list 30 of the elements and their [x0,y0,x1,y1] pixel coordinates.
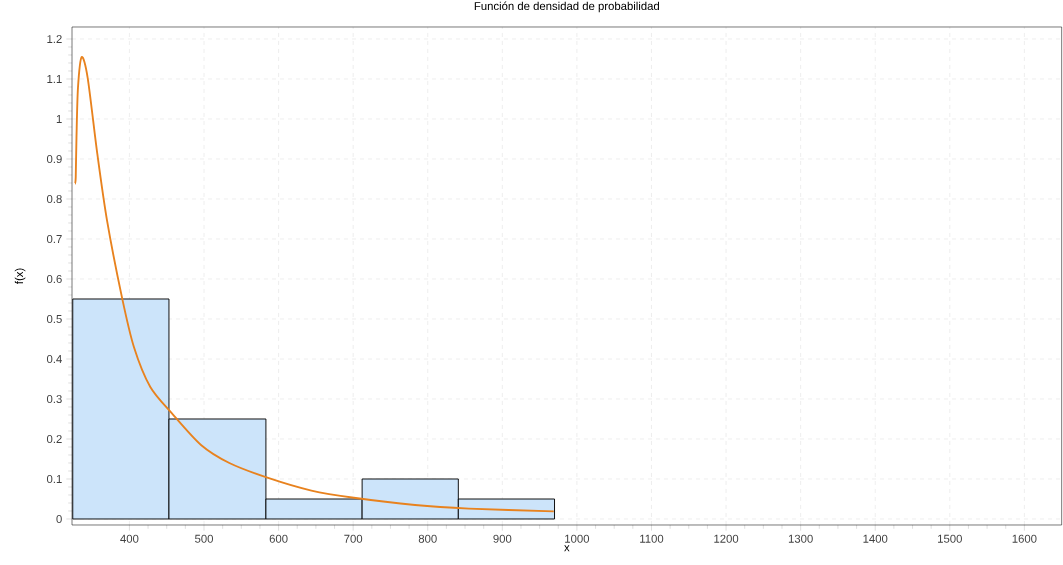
y-tick-label: 0.8 [46,194,62,203]
y-tick-label: 0.3 [46,395,62,403]
y-tick-label: 1.1 [47,75,62,83]
y-tick-label: 0.2 [46,434,62,443]
y-tick-label: 1.2 [47,35,62,43]
line-series [74,56,555,513]
x-axis-title: x [564,545,570,552]
y-tick-label: 0.7 [46,234,62,243]
y-tick-label: 0.1 [46,475,62,484]
x-tick-label: 1200 [714,534,739,543]
y-tick-label: 0.5 [46,314,62,323]
y-tick-label: 1 [56,115,62,123]
x-tick-label: 1000 [565,534,590,543]
x-tick-label: 1400 [863,534,888,543]
x-tick-label: 1500 [938,534,962,543]
chart-title: Función de densidad de probabilidad [474,1,660,13]
x-tick-label: 800 [418,534,437,543]
x-tick-label: 1300 [788,534,813,543]
x-tick-label: 900 [493,534,512,543]
x-tick-label: 1600 [1012,534,1037,543]
x-tick-label: 500 [195,534,214,543]
x-tick-label: 600 [269,534,288,543]
x-tick-label: 700 [344,534,363,543]
x-tick-label: 400 [120,534,139,543]
y-tick-label: 0 [56,515,62,523]
y-tick-label: 0.9 [46,154,62,163]
x-tick-label: 1100 [640,534,664,543]
y-tick-label: 0.4 [46,355,62,363]
y-tick-label: 0.6 [46,274,62,283]
y-axis-title: f(x) [14,268,26,285]
